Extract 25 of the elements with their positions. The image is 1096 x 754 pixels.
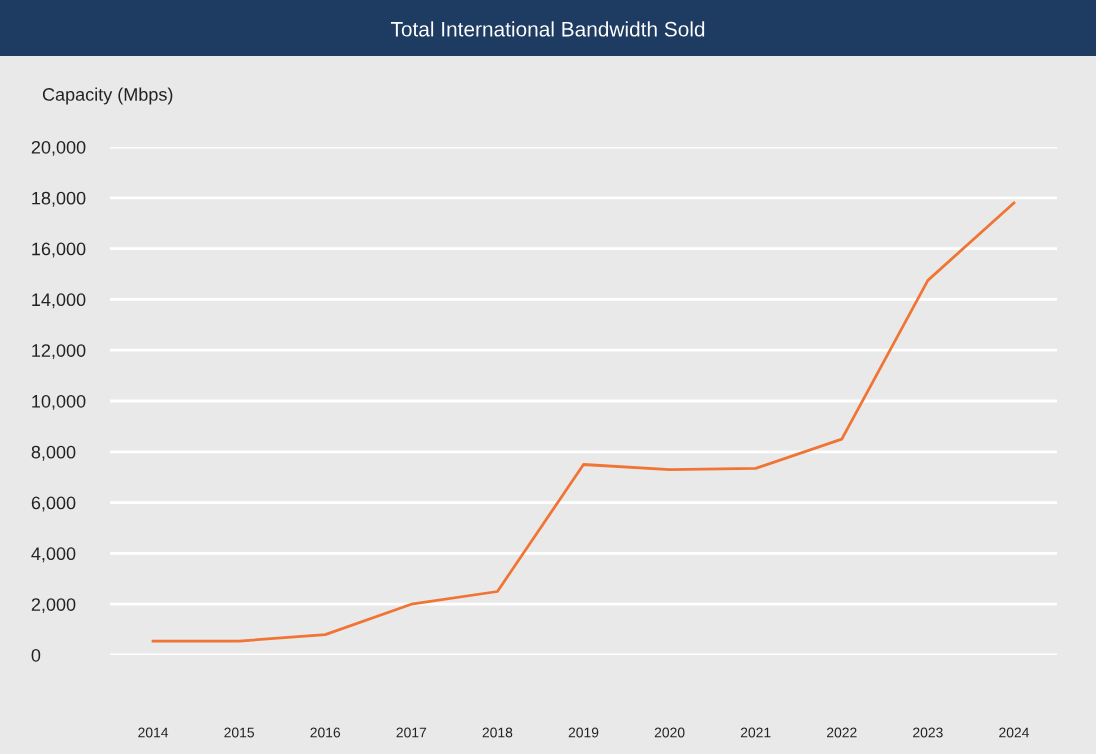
x-tick-label: 2019: [568, 727, 599, 738]
y-tick-label: 14,000: [32, 293, 86, 309]
y-tick-label: 20,000: [31, 140, 86, 156]
y-tick-label: 6,000: [31, 496, 76, 512]
y-tick-label: 4,000: [31, 547, 76, 563]
y-tick-label: 0: [31, 648, 41, 662]
x-tick-label: 2020: [654, 727, 685, 738]
y-tick-label: 18,000: [32, 191, 86, 207]
x-tick-label: 2022: [827, 727, 857, 738]
y-tick-label: 16,000: [32, 242, 86, 258]
line-series: [151, 201, 1016, 643]
y-tick-label: 12,000: [32, 344, 86, 360]
chart-title: Total International Bandwidth Sold: [390, 21, 705, 37]
y-tick-label: 8,000: [31, 445, 76, 461]
x-tick-label: 2024: [999, 727, 1029, 738]
x-tick-label: 2017: [396, 727, 427, 738]
x-tick-label: 2018: [482, 727, 513, 738]
x-tick-label: 2014: [138, 727, 169, 738]
y-tick-label: 10,000: [32, 394, 86, 410]
y-axis-title: Capacity (Mbps): [42, 87, 173, 105]
x-tick-label: 2023: [913, 727, 943, 738]
y-tick-label: 2,000: [31, 598, 76, 614]
x-tick-label: 2021: [740, 727, 771, 738]
x-tick-label: 2015: [224, 727, 254, 738]
x-tick-label: 2016: [310, 727, 341, 738]
